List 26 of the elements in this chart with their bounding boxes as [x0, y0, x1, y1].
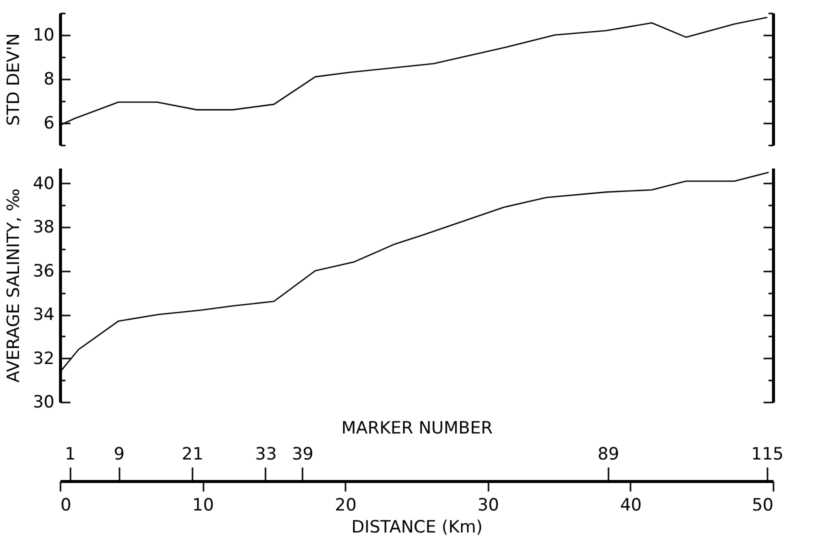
y-tick-label: 8 — [44, 70, 54, 90]
x-tick-label: 0 — [60, 496, 72, 516]
y-tick-label: 10 — [32, 26, 54, 46]
x-axis-title: DISTANCE (Km) — [351, 518, 483, 538]
x2-tick-label: 9 — [114, 444, 125, 464]
y-tick-label: 32 — [32, 348, 54, 369]
x2-axis-title: MARKER NUMBER — [341, 418, 493, 438]
x-tick-label: 40 — [620, 496, 642, 516]
x2-tick-label: 39 — [292, 444, 314, 464]
x2-tick-label: 21 — [182, 444, 204, 464]
y-tick-label: 40 — [32, 174, 54, 194]
x-tick-label: 10 — [192, 496, 214, 516]
x-tick-label: 20 — [334, 496, 357, 516]
y-tick-label: 38 — [32, 218, 54, 238]
x2-tick-label: 89 — [598, 444, 620, 464]
y-tick-label: 36 — [32, 261, 54, 282]
x2-tick-label: 33 — [255, 444, 277, 464]
x2-tick-label: 1 — [64, 444, 76, 464]
x-tick-label: 50 — [752, 496, 774, 516]
x2-tick-label: 115 — [751, 444, 784, 464]
y-tick-label: 34 — [32, 305, 54, 326]
y-tick-label: 6 — [44, 114, 54, 134]
y-axis-title: STD DEV'N — [4, 33, 24, 126]
y-tick-label: 30 — [32, 392, 54, 412]
x-tick-label: 30 — [477, 496, 500, 516]
y-axis-title: AVERAGE SALINITY, ‰ — [4, 188, 24, 383]
